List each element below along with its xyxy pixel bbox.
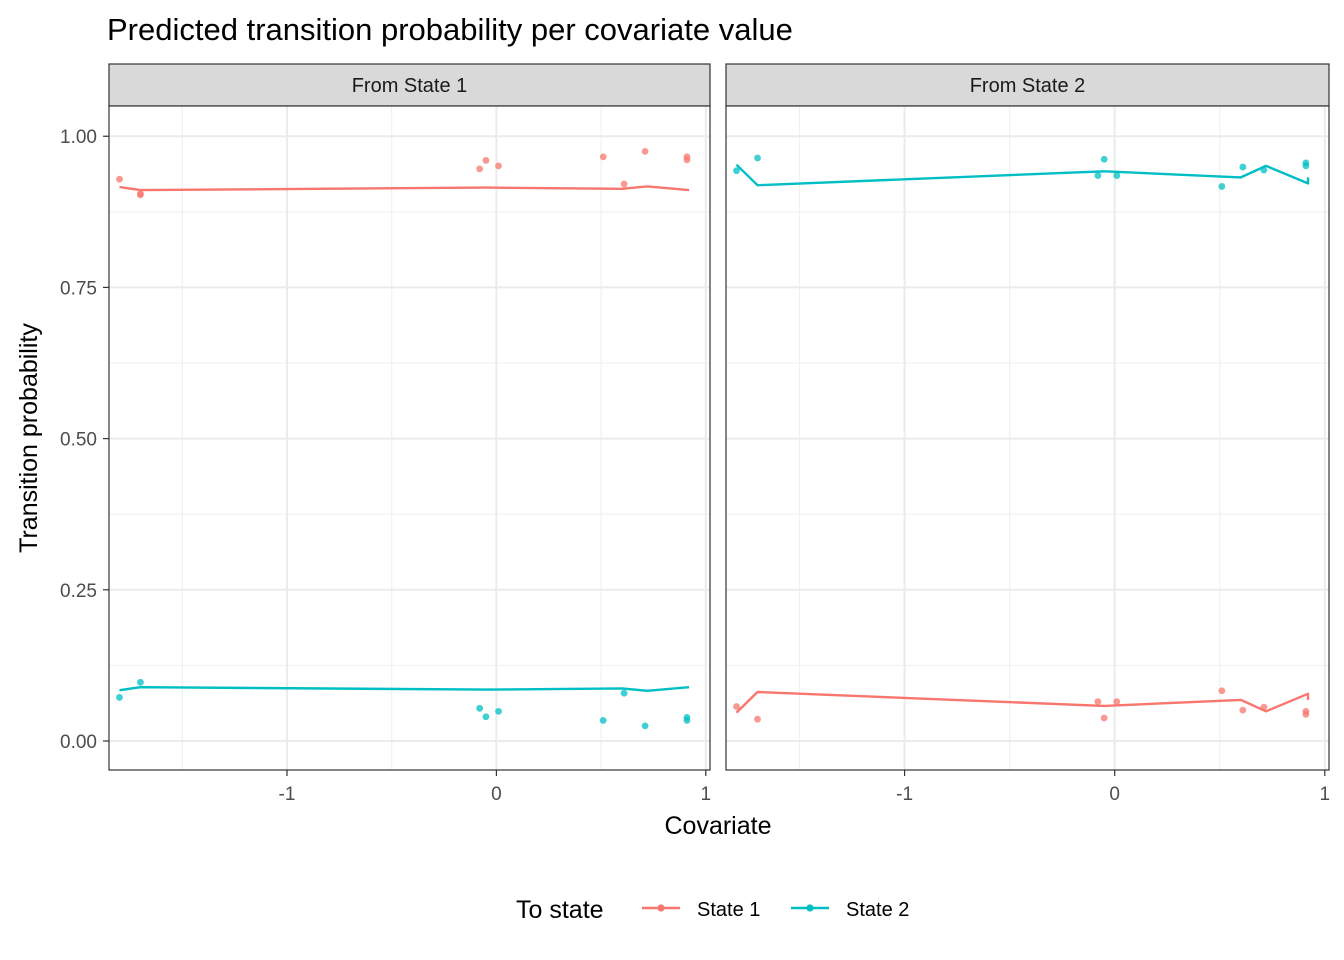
data-point-state-1 [116,175,123,183]
legend-key-point [806,904,814,912]
panel-grid [726,106,1329,770]
y-tick-label: 0.75 [60,278,97,299]
data-point-state-1 [599,153,607,161]
panel-marks [733,154,1310,723]
data-point-state-1 [641,147,649,155]
panel-strip-background [108,63,711,107]
data-point-state-1 [620,180,628,188]
panel-strip-label: From State 1 [352,75,468,97]
data-point-state-2 [1260,166,1268,174]
data-point-state-2 [1100,155,1108,163]
data-point-state-2 [754,154,761,162]
panel-strip-background [725,63,1330,107]
legend-title: To state [516,896,604,924]
data-point-state-2 [620,689,628,697]
data-point-state-1 [495,162,502,170]
data-point-state-1 [1100,714,1108,722]
panel-from-state-2: From State 2 -1 0 1 [725,63,1330,805]
legend: To state State 1 State 2 [516,896,909,924]
x-tick-label: 1 [1320,784,1331,805]
data-point-state-1 [1302,707,1310,715]
y-axis-title: Transition probability [15,323,43,553]
panel-marks [116,147,691,730]
legend-item-state-2: State 2 [791,899,909,921]
data-point-state-2 [1218,183,1226,190]
x-tick-label: 0 [491,784,502,805]
y-tick-label: 1.00 [60,127,97,148]
panel-strip-label: From State 2 [970,75,1086,97]
x-tick-label: -1 [896,784,913,805]
data-point-state-1 [137,191,144,199]
data-point-state-1 [1239,706,1247,714]
data-point-state-2 [1113,172,1121,179]
data-point-state-1 [754,715,761,723]
legend-label: State 2 [846,899,909,921]
chart-title: Predicted transition probability per cov… [107,12,793,47]
data-point-state-2 [1239,163,1247,171]
x-axis-title: Covariate [665,812,772,840]
data-point-state-2 [137,678,144,686]
series-line-state-1 [735,690,1310,714]
y-axis-ticks: 0.00 0.25 0.50 0.75 1.00 [60,127,109,753]
panel-from-state-1: From State 1 -1 0 1 [108,63,712,805]
data-point-state-1 [476,165,484,173]
panel-grid [109,106,710,770]
data-point-state-2 [476,704,484,712]
data-point-state-2 [599,717,607,724]
data-point-state-1 [482,157,490,164]
x-axis-ticks: -1 0 1 [896,770,1330,805]
x-tick-label: -1 [279,784,296,805]
data-point-state-1 [733,703,740,710]
y-tick-label: 0.25 [60,581,97,602]
data-point-state-2 [116,694,123,701]
data-point-state-1 [683,153,691,161]
x-tick-label: 1 [701,784,712,805]
series-line-state-2 [735,163,1310,187]
legend-label: State 1 [697,899,760,921]
x-tick-label: 0 [1109,784,1120,805]
data-point-state-1 [1113,698,1121,706]
data-point-state-1 [1094,698,1102,706]
data-point-state-2 [641,722,649,730]
data-point-state-2 [733,167,740,175]
data-point-state-2 [495,707,502,715]
data-point-state-2 [482,713,490,721]
x-axis-ticks: -1 0 1 [279,770,712,805]
y-tick-label: 0.50 [60,430,97,451]
panel-border [725,105,1330,771]
data-point-state-2 [683,717,691,724]
legend-key-point [657,904,665,912]
legend-item-state-1: State 1 [642,899,760,921]
series-line-state-2 [119,686,690,692]
data-point-state-1 [1260,703,1268,711]
panel-border [108,105,711,771]
data-point-state-1 [1218,687,1226,695]
data-point-state-2 [1302,162,1310,170]
series-line-state-1 [119,185,690,192]
data-point-state-2 [1094,172,1102,179]
y-tick-label: 0.00 [60,732,97,753]
